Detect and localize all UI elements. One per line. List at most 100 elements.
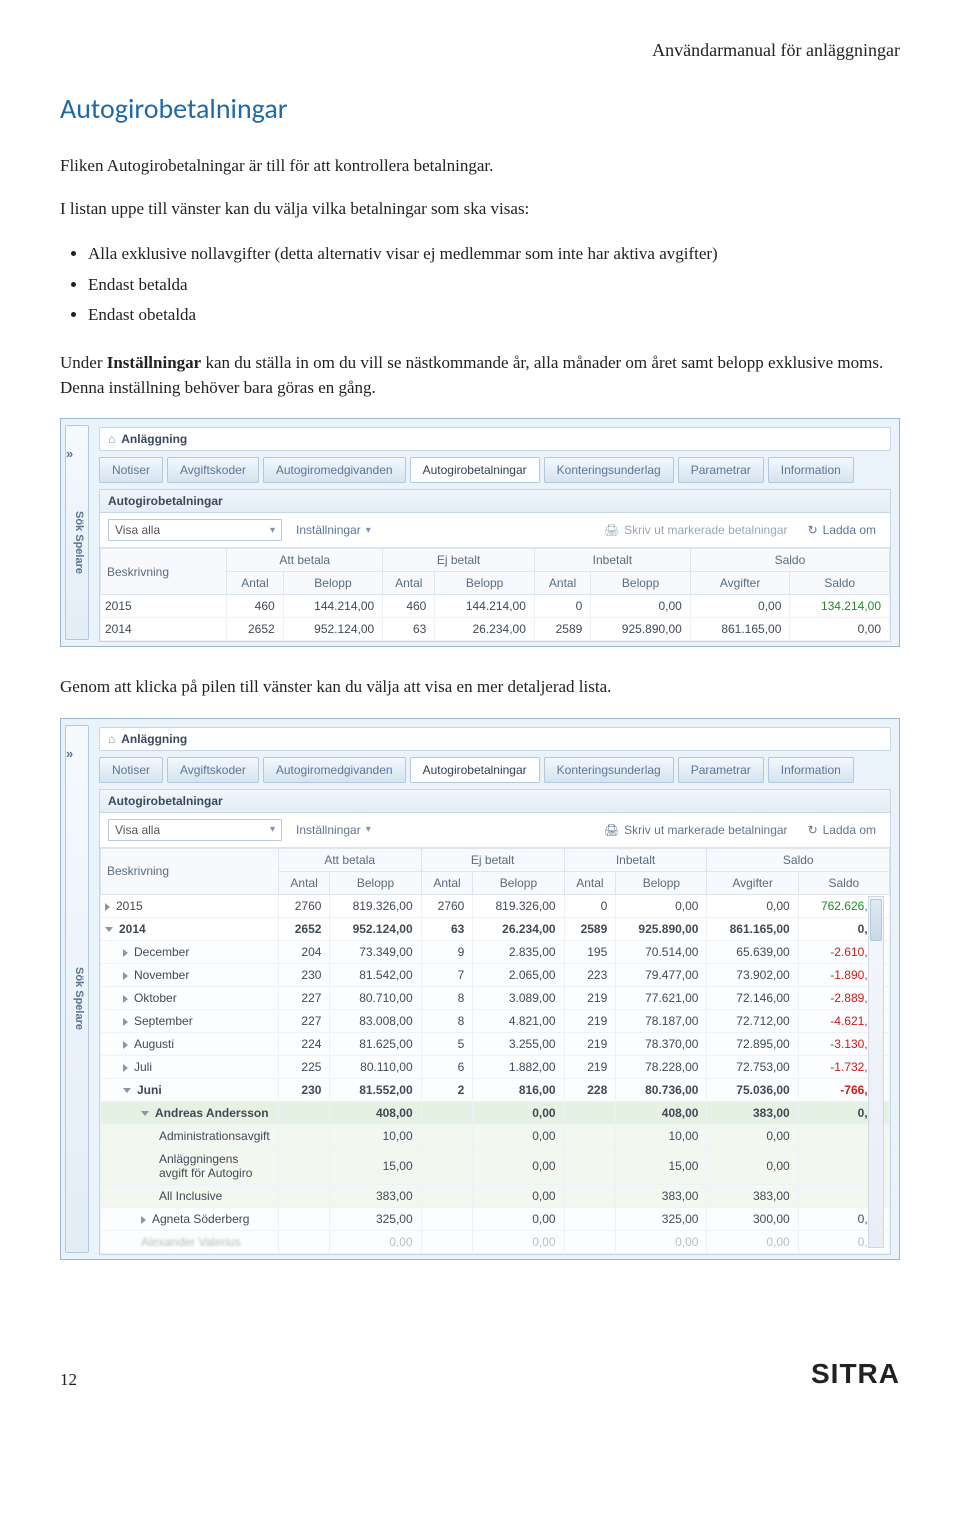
table-row[interactable]: Andreas Andersson408,000,00408,00383,000… bbox=[101, 1101, 890, 1124]
table-row[interactable]: Anläggningens avgift för Autogiro15,000,… bbox=[101, 1147, 890, 1184]
print-button[interactable]: 🖨 Skriv ut markerade betalningar bbox=[598, 820, 794, 840]
printer-icon: 🖨 bbox=[604, 823, 619, 837]
print-button[interactable]: 🖨 Skriv ut markerade betalningar bbox=[598, 520, 794, 540]
row-label: December bbox=[134, 945, 189, 959]
cell: 5 bbox=[421, 1032, 473, 1055]
cell: 224 bbox=[278, 1032, 330, 1055]
settings-menu[interactable]: Inställningar ▾ bbox=[290, 520, 377, 540]
table-row[interactable]: All Inclusive383,000,00383,00383,00 bbox=[101, 1184, 890, 1207]
col-subheader: Saldo bbox=[798, 871, 889, 894]
cell bbox=[421, 1147, 473, 1184]
col-subheader: Belopp bbox=[435, 572, 535, 595]
collapse-icon[interactable] bbox=[105, 927, 113, 932]
cell: 144.214,00 bbox=[435, 595, 535, 618]
expand-icon[interactable] bbox=[141, 1216, 146, 1224]
tab-autogiromedgivanden[interactable]: Autogiromedgivanden bbox=[263, 757, 406, 783]
side-tab-sok-spelare[interactable]: » Sök Spelare bbox=[65, 725, 89, 1253]
toolbar: Visa alla ▾ Inställningar ▾ 🖨 Skriv ut m… bbox=[100, 513, 890, 548]
col-header: Beskrivning bbox=[101, 848, 279, 894]
cell: 2652 bbox=[227, 618, 283, 641]
table-row[interactable]: Alexander Valerius0,000,000,000,000,00 bbox=[101, 1230, 890, 1253]
table-row[interactable]: 2015460144.214,00460144.214,0000,000,001… bbox=[101, 595, 890, 618]
settings-menu[interactable]: Inställningar ▾ bbox=[290, 820, 377, 840]
cell: 460 bbox=[383, 595, 435, 618]
table-row[interactable]: 20152760819.326,002760819.326,0000,000,0… bbox=[101, 894, 890, 917]
table-row[interactable]: 20142652952.124,006326.234,002589925.890… bbox=[101, 618, 890, 641]
table-row[interactable]: Agneta Söderberg325,000,00325,00300,000,… bbox=[101, 1207, 890, 1230]
cell bbox=[278, 1147, 330, 1184]
side-tab-sok-spelare[interactable]: » Sök Spelare bbox=[65, 425, 89, 640]
tab-notiser[interactable]: Notiser bbox=[99, 757, 163, 783]
col-subheader: Antal bbox=[421, 871, 473, 894]
tab-information[interactable]: Information bbox=[768, 757, 854, 783]
table-row[interactable]: December20473.349,0092.835,0019570.514,0… bbox=[101, 940, 890, 963]
cell: 3.089,00 bbox=[473, 986, 564, 1009]
table-row[interactable]: September22783.008,0084.821,0021978.187,… bbox=[101, 1009, 890, 1032]
cell bbox=[278, 1184, 330, 1207]
table-row[interactable]: 20142652952.124,006326.234,002589925.890… bbox=[101, 917, 890, 940]
table-row[interactable]: Oktober22780.710,0083.089,0021977.621,00… bbox=[101, 986, 890, 1009]
cell: 10,00 bbox=[330, 1124, 421, 1147]
cell: 816,00 bbox=[473, 1078, 564, 1101]
tab-parametrar[interactable]: Parametrar bbox=[678, 457, 764, 483]
row-label: All Inclusive bbox=[159, 1189, 222, 1203]
row-label: September bbox=[134, 1014, 193, 1028]
tab-autogirobetalningar[interactable]: Autogirobetalningar bbox=[410, 457, 540, 483]
tab-autogiromedgivanden[interactable]: Autogiromedgivanden bbox=[263, 457, 406, 483]
tab-avgiftskoder[interactable]: Avgiftskoder bbox=[167, 457, 259, 483]
breadcrumb-anlaggning[interactable]: ⌂ Anläggning bbox=[99, 727, 891, 751]
cell: 219 bbox=[564, 1055, 616, 1078]
expand-icon[interactable] bbox=[105, 903, 110, 911]
bullet-item: Endast betalda bbox=[88, 270, 900, 301]
table-row[interactable]: Augusti22481.625,0053.255,0021978.370,00… bbox=[101, 1032, 890, 1055]
cell: 383,00 bbox=[707, 1101, 798, 1124]
chevron-down-icon: ▾ bbox=[270, 525, 275, 536]
scrollbar-thumb[interactable] bbox=[870, 899, 882, 941]
scrollbar[interactable] bbox=[868, 896, 884, 1248]
tab-konteringsunderlag[interactable]: Konteringsunderlag bbox=[544, 757, 674, 783]
tab-parametrar[interactable]: Parametrar bbox=[678, 757, 764, 783]
expand-icon[interactable] bbox=[123, 949, 128, 957]
table-row[interactable]: Juli22580.110,0061.882,0021978.228,0072.… bbox=[101, 1055, 890, 1078]
cell: 0 bbox=[534, 595, 590, 618]
cell: 26.234,00 bbox=[473, 917, 564, 940]
expand-icon[interactable] bbox=[123, 1041, 128, 1049]
cell: 72.753,00 bbox=[707, 1055, 798, 1078]
table-row[interactable]: Juni23081.552,002816,0022880.736,0075.03… bbox=[101, 1078, 890, 1101]
cell: 952.124,00 bbox=[330, 917, 421, 940]
cell: 195 bbox=[564, 940, 616, 963]
expand-icon[interactable] bbox=[123, 972, 128, 980]
cell bbox=[421, 1101, 473, 1124]
refresh-icon: ↻ bbox=[808, 523, 818, 537]
tab-autogirobetalningar[interactable]: Autogirobetalningar bbox=[410, 757, 540, 783]
tab-notiser[interactable]: Notiser bbox=[99, 457, 163, 483]
tab-information[interactable]: Information bbox=[768, 457, 854, 483]
bullet-list: Alla exklusive nollavgifter (detta alter… bbox=[88, 239, 900, 331]
reload-button[interactable]: ↻ Ladda om bbox=[802, 820, 882, 840]
row-label: Juni bbox=[137, 1083, 162, 1097]
cell: 925.890,00 bbox=[591, 618, 691, 641]
cell: 861.165,00 bbox=[690, 618, 790, 641]
tab-bar: NotiserAvgiftskoderAutogiromedgivandenAu… bbox=[99, 757, 891, 783]
cell: 0,00 bbox=[591, 595, 691, 618]
cell: 230 bbox=[278, 1078, 330, 1101]
col-group-header: Saldo bbox=[707, 848, 890, 871]
cell: 300,00 bbox=[707, 1207, 798, 1230]
reload-button[interactable]: ↻ Ladda om bbox=[802, 520, 882, 540]
tab-konteringsunderlag[interactable]: Konteringsunderlag bbox=[544, 457, 674, 483]
cell: 2652 bbox=[278, 917, 330, 940]
expand-icon[interactable] bbox=[123, 995, 128, 1003]
para-2: I listan uppe till vänster kan du välja … bbox=[60, 197, 900, 222]
breadcrumb-anlaggning[interactable]: ⌂ Anläggning bbox=[99, 427, 891, 451]
expand-icon[interactable] bbox=[123, 1064, 128, 1072]
cell: 460 bbox=[227, 595, 283, 618]
collapse-icon[interactable] bbox=[123, 1088, 131, 1093]
cell: 8 bbox=[421, 986, 473, 1009]
tab-avgiftskoder[interactable]: Avgiftskoder bbox=[167, 757, 259, 783]
collapse-icon[interactable] bbox=[141, 1111, 149, 1116]
table-row[interactable]: November23081.542,0072.065,0022379.477,0… bbox=[101, 963, 890, 986]
filter-select[interactable]: Visa alla ▾ bbox=[108, 519, 282, 541]
filter-select[interactable]: Visa alla ▾ bbox=[108, 819, 282, 841]
expand-icon[interactable] bbox=[123, 1018, 128, 1026]
table-row[interactable]: Administrationsavgift10,000,0010,000,00 bbox=[101, 1124, 890, 1147]
